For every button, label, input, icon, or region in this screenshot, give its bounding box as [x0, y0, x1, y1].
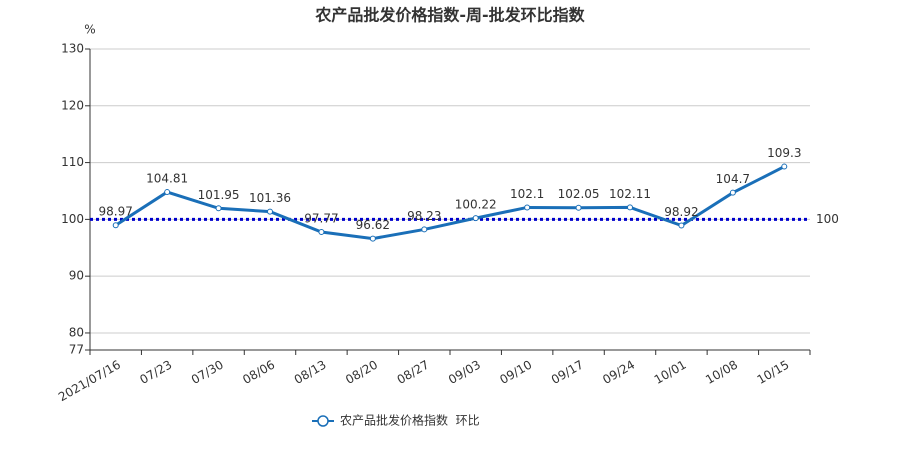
x-tick-label: 09/17: [549, 358, 586, 387]
x-tick-label: 09/03: [446, 358, 483, 387]
x-tick-label: 09/24: [600, 358, 637, 387]
y-unit: %: [84, 23, 95, 37]
y-tick-label: 100: [61, 212, 84, 226]
data-label: 96.62: [356, 218, 390, 232]
y-tick-label: 110: [61, 155, 84, 169]
point: [318, 229, 325, 236]
point: [472, 215, 479, 222]
point: [729, 189, 736, 196]
x-tick-label: 07/30: [189, 358, 226, 387]
data-label: 98.97: [99, 205, 133, 219]
x-tick-label: 10/15: [755, 358, 792, 387]
y-tick-label: 80: [69, 325, 84, 339]
point: [369, 235, 376, 242]
data-label: 97.77: [304, 212, 338, 226]
x-tick-label: 08/06: [240, 358, 277, 387]
reference-label: 100: [816, 212, 839, 226]
data-label: 102.1: [510, 187, 544, 201]
y-tick-label: 90: [69, 269, 84, 283]
point: [112, 222, 119, 229]
data-label: 102.05: [558, 187, 600, 201]
x-tick-label: 10/08: [703, 358, 740, 387]
point: [267, 208, 273, 215]
x-tick-label: 2021/07/16: [56, 358, 123, 405]
point: [215, 205, 222, 212]
data-label: 102.11: [609, 187, 651, 201]
x-tick-label: 10/01: [652, 358, 689, 387]
point: [524, 204, 531, 211]
x-tick-label: 07/23: [137, 358, 174, 387]
data-label: 98.92: [664, 205, 698, 219]
x-tick-label: 09/10: [497, 358, 534, 387]
data-label: 101.95: [198, 188, 240, 202]
x-tick-label: 08/13: [292, 358, 329, 387]
y-tick-label: 120: [61, 98, 84, 112]
data-label: 104.7: [716, 172, 750, 186]
point: [678, 222, 685, 229]
point: [781, 163, 788, 170]
x-tick-label: 08/20: [343, 358, 380, 387]
line: [114, 165, 785, 241]
y-tick-label: 130: [61, 42, 84, 56]
point: [627, 204, 633, 211]
data-label: 98.23: [407, 209, 441, 223]
data-label: 104.81: [146, 172, 188, 186]
point: [421, 226, 428, 233]
legend-label: 农产品批发价格指数 环比: [340, 413, 480, 428]
data-label: 109.3: [767, 146, 801, 160]
x-tick-label: 08/27: [395, 358, 432, 387]
data-label: 100.22: [455, 198, 497, 212]
chart-title: 农产品批发价格指数-周-批发环比指数: [314, 6, 585, 25]
point: [164, 189, 171, 196]
data-label: 101.36: [249, 191, 291, 205]
y-tick-label: 77: [69, 343, 84, 357]
point: [575, 204, 582, 211]
legend-marker: [317, 415, 329, 427]
